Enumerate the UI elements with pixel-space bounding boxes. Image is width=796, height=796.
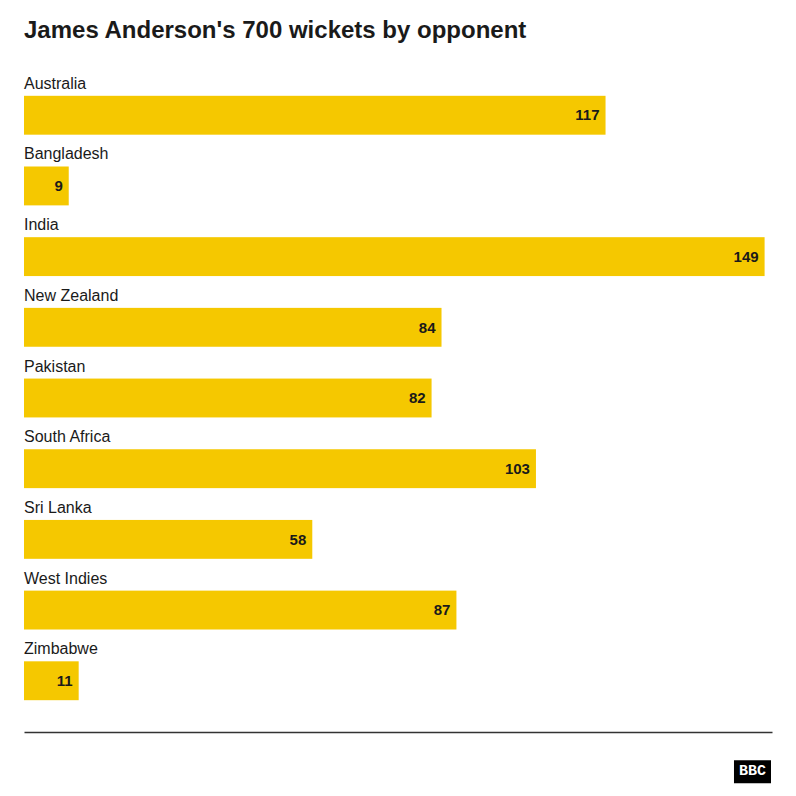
logo-box	[734, 760, 771, 783]
bar	[24, 449, 536, 488]
bar	[24, 661, 79, 700]
category-label: Australia	[24, 75, 86, 92]
data-label: 87	[434, 601, 451, 618]
data-label: 11	[57, 672, 73, 689]
data-labels: 117 9 149 84 82 103 58 87 11	[54, 106, 758, 689]
data-label: 149	[734, 248, 759, 265]
annotation: BBC	[739, 763, 766, 780]
category-label: South Africa	[24, 428, 110, 445]
logo: BBC	[734, 760, 771, 783]
x-axis-line	[25, 732, 773, 734]
bar	[24, 308, 442, 347]
data-label: 84	[419, 319, 436, 336]
data-label: 82	[409, 389, 426, 406]
category-label: New Zealand	[24, 287, 118, 304]
bar	[24, 379, 432, 418]
category-label: India	[24, 216, 59, 233]
data-label: 9	[54, 177, 62, 194]
bar	[24, 96, 606, 135]
category-label: West Indies	[24, 570, 107, 587]
bar	[24, 237, 765, 276]
category-label: Sri Lanka	[24, 499, 92, 516]
category-label: Bangladesh	[24, 145, 109, 162]
category-labels: Australia Bangladesh India New Zealand Pakis…	[24, 75, 118, 658]
plot: Australia Bangladesh India New Zealand Pakis…	[24, 75, 773, 733]
title: James Anderson's 700 wickets by opponent	[24, 16, 526, 43]
bar	[24, 520, 312, 559]
chart: James Anderson's 700 wickets by opponent…	[0, 0, 796, 796]
data-label: 58	[290, 531, 307, 548]
category-label: Pakistan	[24, 358, 85, 375]
bar	[24, 591, 456, 630]
bar	[24, 166, 69, 205]
bars	[24, 96, 765, 700]
x-axis	[25, 732, 773, 733]
category-label: Zimbabwe	[24, 640, 98, 657]
data-label: 117	[575, 106, 599, 123]
data-label: 103	[505, 460, 530, 477]
